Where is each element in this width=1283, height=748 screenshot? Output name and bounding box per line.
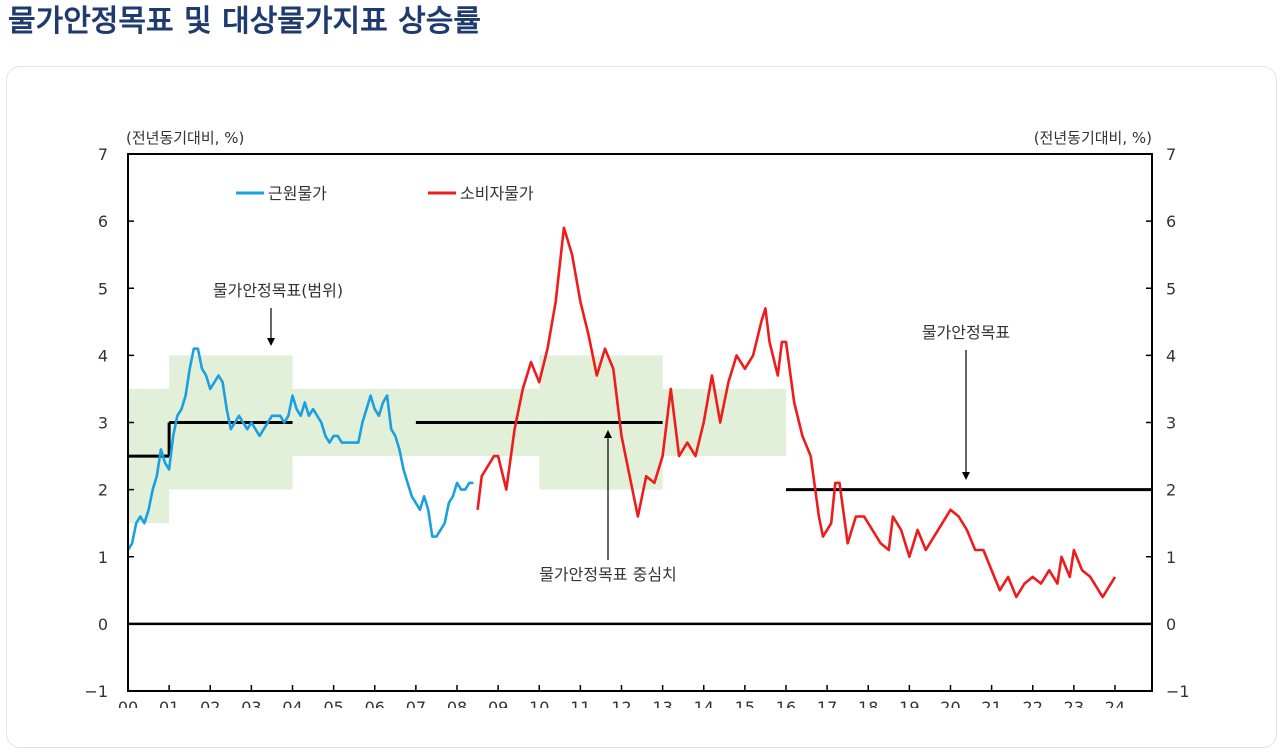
- x-tick-label: 12: [611, 698, 631, 708]
- x-tick-label: 16: [776, 698, 796, 708]
- annotation-band-arrowhead: [267, 338, 275, 346]
- annotation-target: 물가안정목표: [922, 323, 1010, 480]
- annotation-center-arrowhead: [604, 430, 612, 438]
- y-tick-label-right: −1: [1166, 682, 1190, 701]
- y-tick-label-right: 2: [1166, 481, 1176, 500]
- x-tick-label: 10: [529, 698, 549, 708]
- x-tick-label: 04: [282, 698, 302, 708]
- y-tick-label-left: 3: [98, 414, 108, 433]
- legend-label-cpi: 소비자물가: [460, 184, 534, 203]
- x-tick-label: 15: [735, 698, 755, 708]
- y-tick-label-right: 1: [1166, 548, 1176, 567]
- y-tick-label-right: 0: [1166, 615, 1176, 634]
- x-tick-label: 20: [940, 698, 960, 708]
- y-tick-label-left: 4: [98, 346, 108, 365]
- x-tick-label: 06: [365, 698, 385, 708]
- x-tick-label: 13: [652, 698, 672, 708]
- y-tick-label-left: 7: [98, 145, 108, 164]
- legend: 근원물가 소비자물가: [236, 184, 534, 203]
- y-ticks: 7 7 6 6 5 5 4 4 3 3 2 2 1 1 0 0 −1 −1: [84, 145, 1189, 701]
- y-tick-label-left: −1: [84, 682, 108, 701]
- x-tick-label: 22: [1023, 698, 1043, 708]
- target-bands: [128, 355, 786, 524]
- x-tick-label: 01: [159, 698, 179, 708]
- x-tick-label: 24: [1105, 698, 1125, 708]
- series-lines: [126, 226, 1117, 599]
- y-tick-label-left: 0: [98, 615, 108, 634]
- annotation-target-label: 물가안정목표: [922, 323, 1010, 342]
- annotation-target-arrowhead: [962, 472, 970, 480]
- x-tick-label: 23: [1064, 698, 1084, 708]
- target-lines: [128, 421, 1152, 492]
- y-axis-label-left: (전년동기대비, %): [126, 129, 244, 147]
- annotation-center-label: 물가안정목표 중심치: [539, 565, 677, 584]
- y-tick-label-left: 5: [98, 279, 108, 298]
- x-ticks: 00 01 02 03 04 05 06 07 08 09 10 11 12 13 14 15 16 17 18 19…: [118, 685, 1125, 708]
- x-tick-label: 07: [406, 698, 426, 708]
- x-tick-label: 21: [981, 698, 1001, 708]
- x-tick-label: 00: [118, 698, 138, 708]
- x-tick-label: 03: [241, 698, 261, 708]
- y-tick-label-left: 1: [98, 548, 108, 567]
- y-tick-label-right: 5: [1166, 279, 1176, 298]
- x-tick-label: 18: [858, 698, 878, 708]
- x-tick-label: 19: [899, 698, 919, 708]
- x-tick-label: 11: [570, 698, 590, 708]
- y-tick-label-right: 3: [1166, 414, 1176, 433]
- x-tick-label: 09: [488, 698, 508, 708]
- legend-label-core: 근원물가: [268, 184, 327, 203]
- y-tick-label-left: 6: [98, 212, 108, 231]
- y-tick-label-right: 6: [1166, 212, 1176, 231]
- y-tick-label-right: 7: [1166, 145, 1176, 164]
- annotation-center: 물가안정목표 중심치: [539, 430, 677, 584]
- y-tick-label-right: 4: [1166, 346, 1176, 365]
- series-line-0: [126, 347, 474, 551]
- annotation-band-label: 물가안정목표(범위): [213, 281, 343, 300]
- page-title: 물가안정목표 및 대상물가지표 상승률: [8, 4, 481, 39]
- y-tick-label-left: 2: [98, 481, 108, 500]
- x-tick-label: 08: [447, 698, 467, 708]
- y-axis-label-right: (전년동기대비, %): [1034, 129, 1152, 147]
- x-tick-label: 14: [694, 698, 714, 708]
- series-line-1: [476, 226, 1117, 599]
- x-tick-label: 17: [817, 698, 837, 708]
- x-tick-label: 05: [323, 698, 343, 708]
- chart: 7 76 65 54 43 32 21 10 0−1 −1 00 01 02 03 04 05 06 07 08 0…: [84, 129, 1189, 708]
- annotation-band: 물가안정목표(범위): [213, 281, 343, 346]
- x-tick-label: 02: [200, 698, 220, 708]
